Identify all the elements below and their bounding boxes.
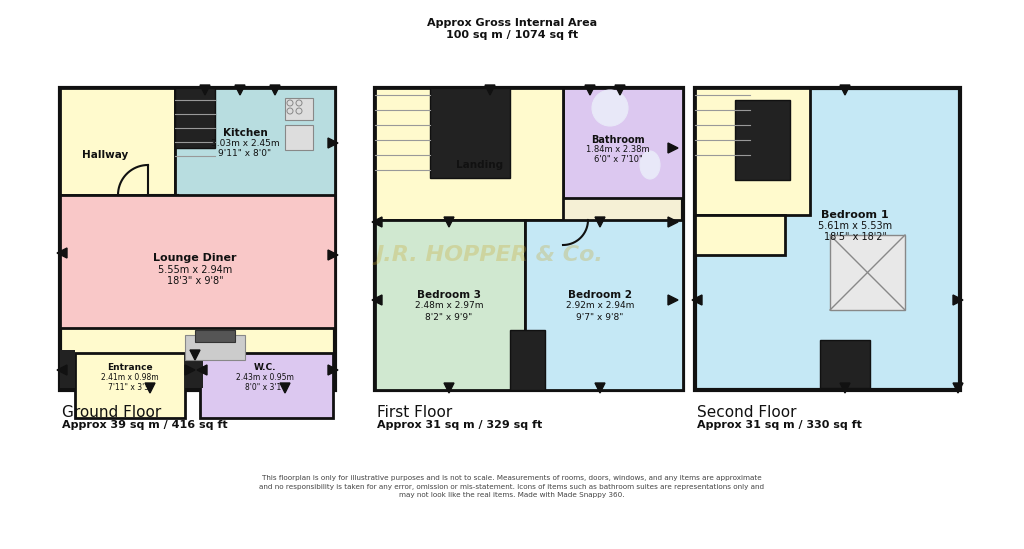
Bar [60,88,175,195]
Polygon shape [270,85,280,95]
Text: Bedroom 1: Bedroom 1 [821,210,889,220]
Polygon shape [185,365,195,375]
Ellipse shape [640,151,660,179]
Text: Lounge Diner: Lounge Diner [154,253,237,263]
Text: 1.84m x 2.38m: 1.84m x 2.38m [586,145,650,154]
Text: W.C.: W.C. [254,363,276,373]
Text: 2.92m x 2.94m: 2.92m x 2.94m [566,301,634,311]
Bar [735,100,790,180]
Polygon shape [280,383,290,393]
Polygon shape [372,217,382,227]
Bar [563,88,683,198]
Text: Entrance: Entrance [108,363,153,373]
Text: Approx 31 sq m / 330 sq ft: Approx 31 sq m / 330 sq ft [697,420,862,430]
Text: First Floor: First Floor [377,405,453,420]
Polygon shape [668,217,678,227]
Bar [510,330,545,390]
Bar [285,125,313,150]
Bar [820,340,870,388]
Text: 7'11" x 3'3": 7'11" x 3'3" [108,383,153,391]
Polygon shape [953,295,963,305]
Bar [285,98,313,120]
Text: Kitchen: Kitchen [222,128,267,138]
Polygon shape [145,383,155,393]
Text: Approx 39 sq m / 416 sq ft: Approx 39 sq m / 416 sq ft [62,420,227,430]
Bar [60,88,335,390]
Text: Bedroom 2: Bedroom 2 [568,290,632,300]
Bar [175,88,335,198]
Polygon shape [692,295,702,305]
Text: Approx Gross Internal Area: Approx Gross Internal Area [427,18,597,28]
Text: 100 sq m / 1074 sq ft: 100 sq m / 1074 sq ft [445,30,579,40]
Text: Ground Floor: Ground Floor [62,405,161,420]
Bar [375,88,683,390]
Polygon shape [57,248,67,258]
Text: 6'0" x 7'10": 6'0" x 7'10" [594,155,642,165]
Text: 9'11" x 8'0": 9'11" x 8'0" [218,148,271,158]
Polygon shape [200,85,210,95]
Bar [525,220,683,390]
Polygon shape [234,85,245,95]
Text: Bedroom 3: Bedroom 3 [417,290,481,300]
Polygon shape [485,85,495,95]
Polygon shape [328,250,338,260]
Bar [60,350,75,388]
Bar [830,235,905,310]
Bar [200,353,333,418]
Text: 2.48m x 2.97m: 2.48m x 2.97m [415,301,483,311]
Text: Second Floor: Second Floor [697,405,797,420]
Polygon shape [668,143,678,153]
Text: J.R. HOPPER & Co.: J.R. HOPPER & Co. [376,245,604,265]
Polygon shape [668,295,678,305]
Text: Approx 31 sq m / 329 sq ft: Approx 31 sq m / 329 sq ft [377,420,543,430]
Bar [185,350,203,388]
Polygon shape [595,217,605,227]
Text: Landing: Landing [457,160,504,170]
Text: 3.03m x 2.45m: 3.03m x 2.45m [211,138,280,148]
Text: 5.61m x 5.53m: 5.61m x 5.53m [818,221,892,231]
Bar [75,353,185,418]
Polygon shape [57,365,67,375]
Bar [175,88,215,148]
Polygon shape [840,85,850,95]
Polygon shape [840,383,850,393]
Text: Bathroom: Bathroom [591,135,645,145]
Bar [695,215,785,255]
Polygon shape [444,217,454,227]
Polygon shape [328,365,338,375]
Text: 9'7" x 9'8": 9'7" x 9'8" [577,312,624,322]
Bar [185,335,245,360]
Text: 2.43m x 0.95m: 2.43m x 0.95m [237,373,294,383]
Text: Hallway: Hallway [82,150,128,160]
Polygon shape [190,350,200,360]
Polygon shape [444,383,454,393]
Bar [375,220,525,390]
Text: 8'2" x 9'9": 8'2" x 9'9" [425,312,473,322]
Polygon shape [585,85,595,95]
Bar [695,88,810,215]
Bar [430,88,510,178]
Polygon shape [197,365,207,375]
Bar [695,88,961,390]
Text: 2.41m x 0.98m: 2.41m x 0.98m [101,373,159,383]
Text: 18'5" x 18'2": 18'5" x 18'2" [823,232,887,242]
Polygon shape [595,383,605,393]
Polygon shape [372,295,382,305]
Text: 5.55m x 2.94m: 5.55m x 2.94m [158,265,232,275]
Bar [195,330,234,342]
Polygon shape [328,138,338,148]
Text: This floorplan is only for illustrative purposes and is not to scale. Measuremen: This floorplan is only for illustrative … [259,475,765,498]
Text: 18'3" x 9'8": 18'3" x 9'8" [167,276,223,286]
Circle shape [592,90,628,126]
Polygon shape [953,383,963,393]
Polygon shape [615,85,625,95]
Bar [375,88,563,220]
Bar [60,195,335,328]
Text: 8'0" x 3'1": 8'0" x 3'1" [245,383,285,391]
